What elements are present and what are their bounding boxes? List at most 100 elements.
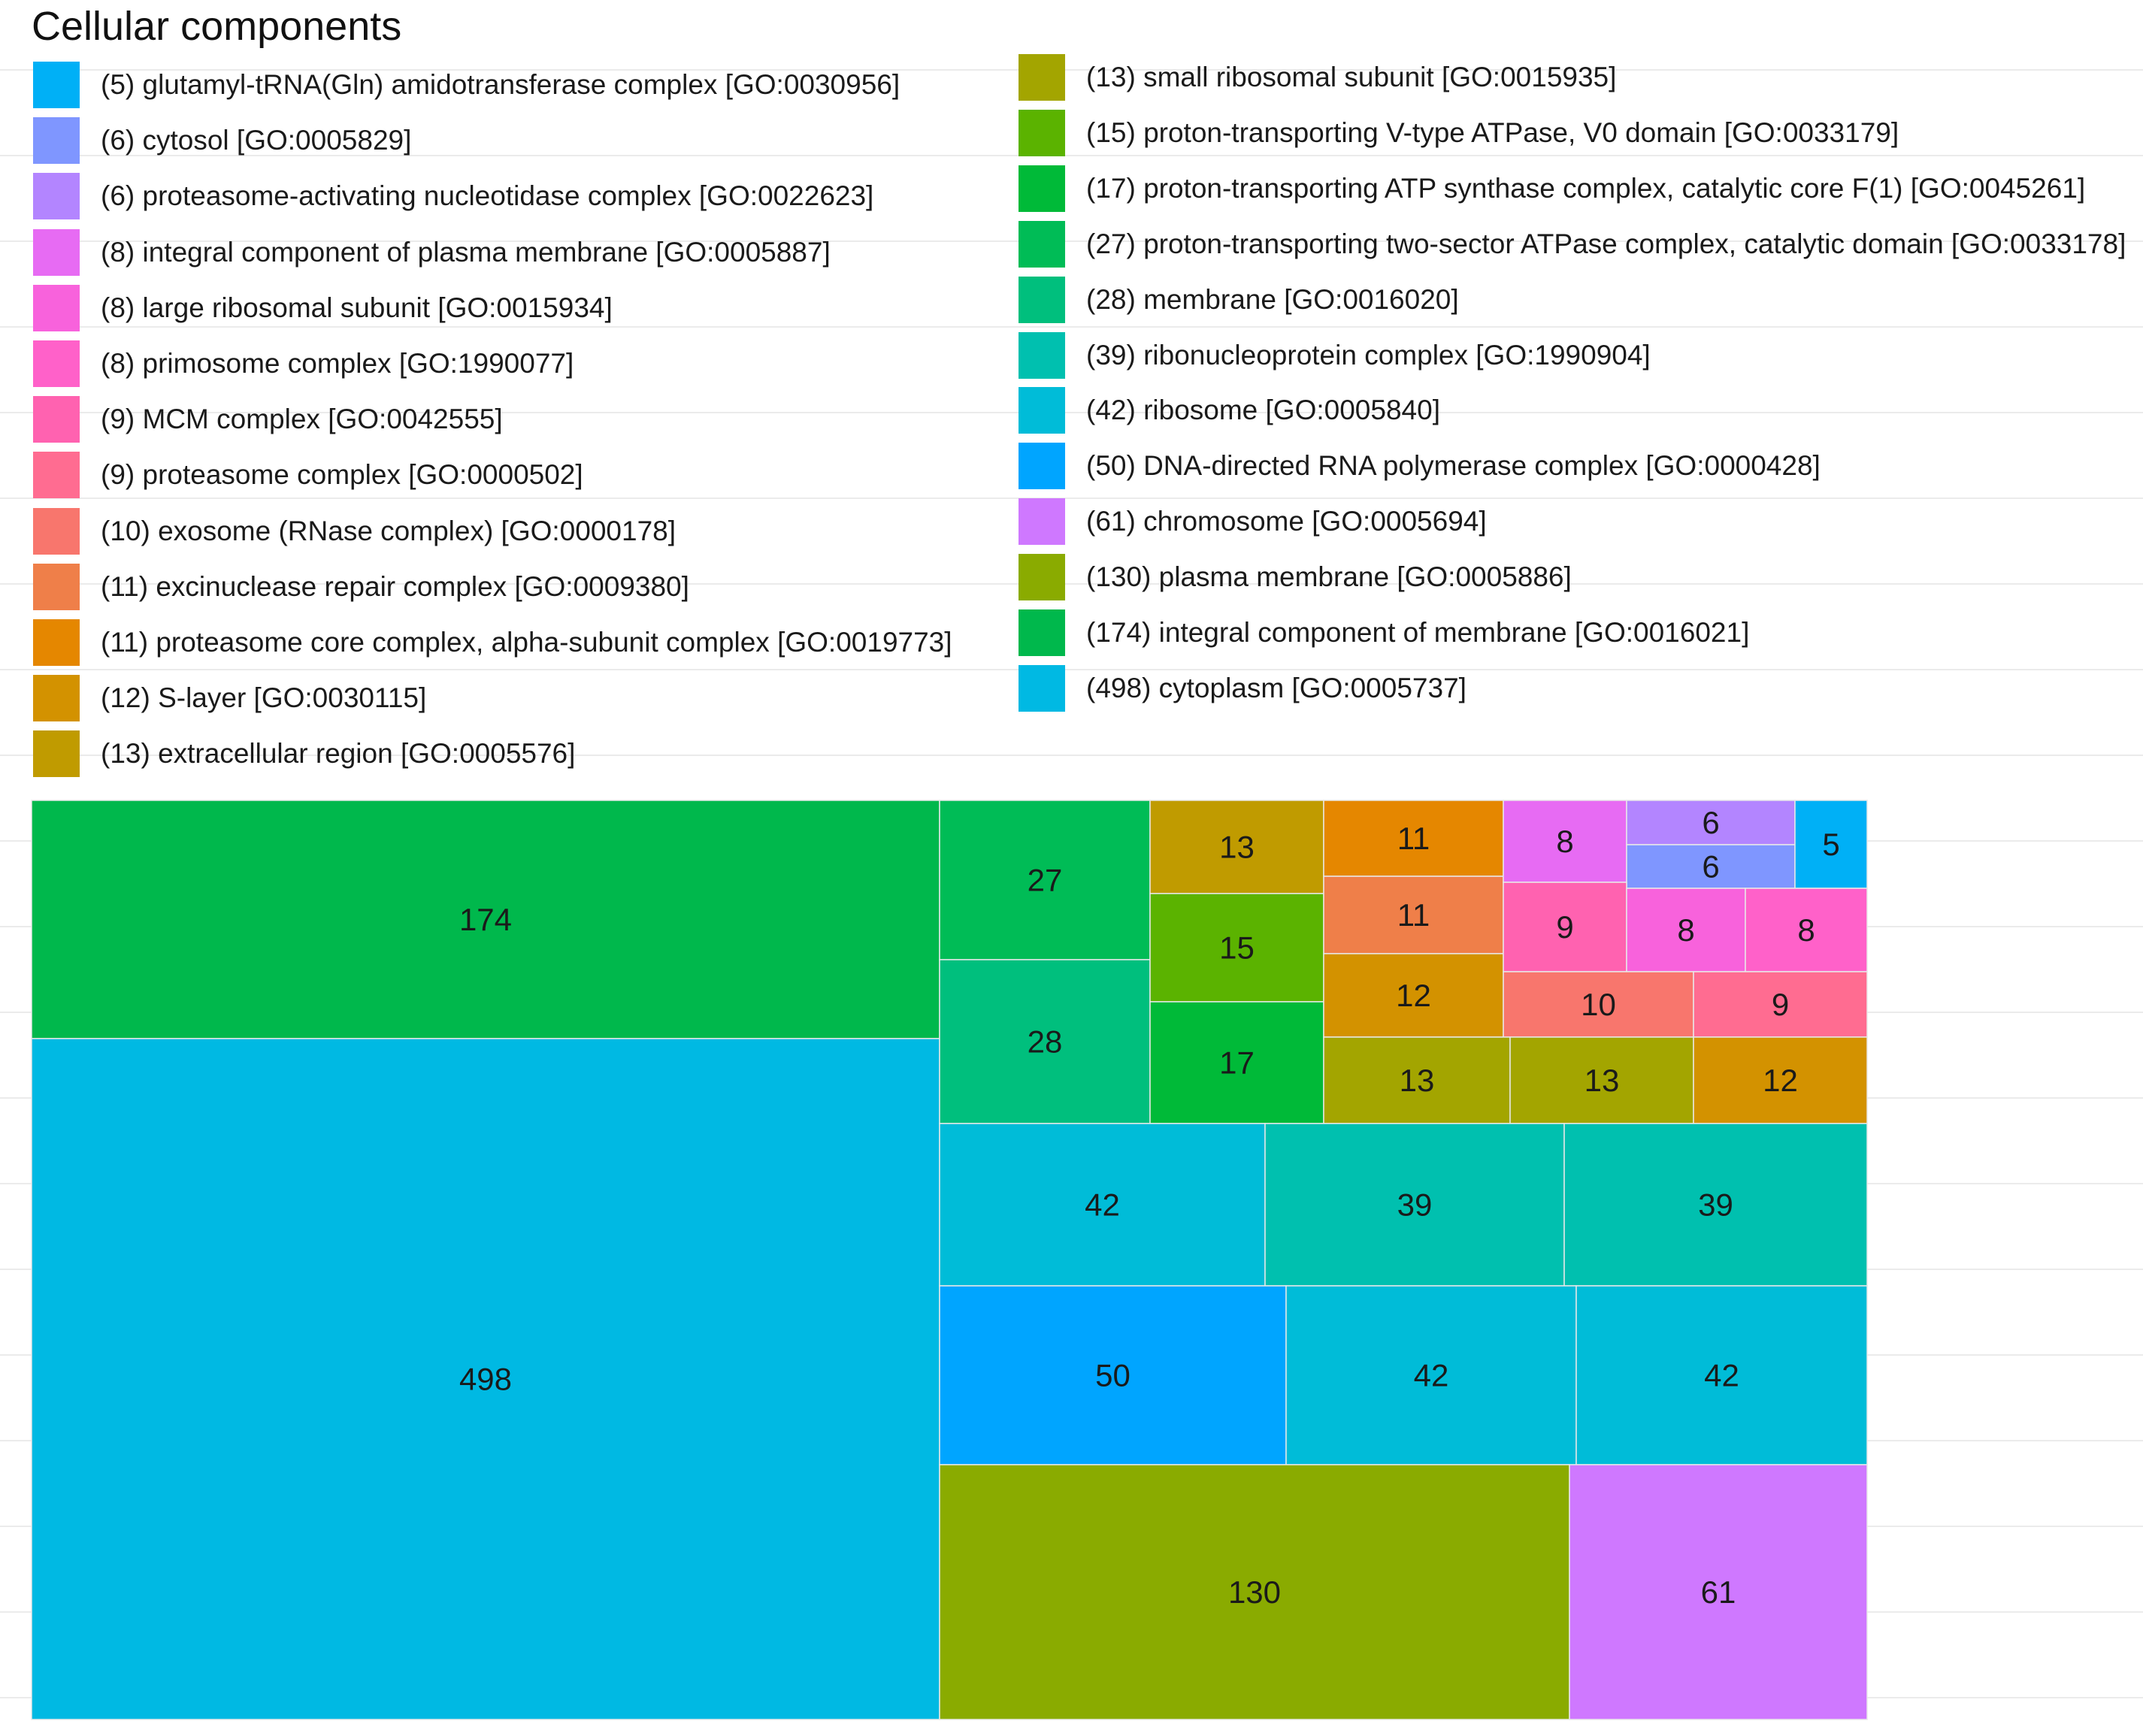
legend-item: (11) excinuclease repair complex [GO:000… (33, 562, 689, 612)
treemap-tile (939, 800, 1151, 960)
treemap-tile-label: 42 (1085, 1187, 1120, 1223)
treemap-tile (939, 1123, 1266, 1287)
legend-label: (8) large ribosomal subunit [GO:0015934] (101, 292, 613, 323)
treemap-tile (1264, 1123, 1565, 1287)
legend-label: (6) cytosol [GO:0005829] (101, 125, 412, 156)
treemap-tile-label: 12 (1763, 1063, 1798, 1098)
legend-item: (27) proton-transporting two-sector ATPa… (1019, 219, 2126, 269)
legend-label: (61) chromosome [GO:0005694] (1086, 506, 1487, 537)
treemap-tile (31, 800, 940, 1039)
treemap-tile-label: 42 (1704, 1358, 1739, 1393)
treemap-tile (1569, 1464, 1868, 1720)
legend-swatch (33, 340, 80, 387)
legend-label: (130) plasma membrane [GO:0005886] (1086, 561, 1572, 593)
treemap-tile (1323, 1036, 1511, 1124)
legend-swatch (33, 675, 80, 722)
legend-label: (27) proton-transporting two-sector ATPa… (1086, 228, 2126, 259)
treemap-tile-label: 9 (1556, 909, 1573, 945)
legend-item: (10) exosome (RNase complex) [GO:0000178… (33, 507, 676, 556)
treemap-tile (939, 959, 1151, 1124)
legend-swatch (33, 507, 80, 555)
treemap-tile (939, 1285, 1287, 1465)
legend-item: (39) ribonucleoprotein complex [GO:19909… (1019, 331, 1651, 380)
treemap-tile-label: 498 (459, 1362, 512, 1397)
treemap-tile-label: 27 (1028, 863, 1063, 898)
treemap-tile-label: 11 (1397, 897, 1430, 933)
legend-item: (6) cytosol [GO:0005829] (33, 116, 411, 165)
legend-label: (11) proteasome core complex, alpha-subu… (101, 627, 952, 658)
legend-item: (8) primosome complex [GO:1990077] (33, 339, 574, 389)
legend-label: (13) small ribosomal subunit [GO:0015935… (1086, 62, 1617, 92)
treemap-tile-label: 8 (1556, 824, 1573, 859)
treemap-tile-label: 5 (1822, 827, 1839, 862)
legend-item: (12) S-layer [GO:0030115] (33, 673, 426, 723)
legend-item: (13) small ribosomal subunit [GO:0015935… (1019, 53, 1616, 102)
treemap-tile (1563, 1123, 1868, 1287)
legend-swatch (33, 117, 80, 165)
treemap-tile (1575, 1285, 1868, 1465)
legend-label: (50) DNA-directed RNA polymerase complex… (1086, 450, 1821, 482)
legend-label: (8) integral component of plasma membran… (101, 236, 831, 268)
treemap-tile-label: 13 (1219, 830, 1255, 865)
treemap-tile (1509, 1036, 1694, 1124)
legend-item: (28) membrane [GO:0016020] (1019, 275, 1459, 325)
treemap-tile (1323, 876, 1504, 954)
treemap-tile-label: 174 (459, 902, 512, 937)
treemap-tile-label: 12 (1396, 978, 1431, 1013)
legend-label: (174) integral component of membrane [GO… (1086, 617, 1750, 648)
legend-item: (61) chromosome [GO:0005694] (1019, 497, 1487, 546)
legend-swatch (1019, 54, 1065, 101)
legend-label: (9) proteasome complex [GO:0000502] (101, 459, 583, 491)
legend-swatch (33, 730, 80, 778)
treemap-tile (1149, 800, 1324, 894)
treemap-tile (1503, 800, 1627, 883)
legend-item: (11) proteasome core complex, alpha-subu… (33, 618, 952, 667)
legend-swatch (1019, 443, 1065, 490)
legend-swatch (1019, 220, 1065, 268)
legend-item: (8) large ribosomal subunit [GO:0015934] (33, 283, 613, 333)
treemap-tile-label: 39 (1698, 1187, 1733, 1223)
legend-swatch (1019, 276, 1065, 323)
legend-swatch (33, 284, 80, 331)
legend-label: (39) ribonucleoprotein complex [GO:19909… (1086, 339, 1651, 370)
treemap-tile (1503, 882, 1627, 972)
treemap-tile-label: 6 (1702, 849, 1719, 885)
treemap-tile (1693, 971, 1868, 1038)
legend-swatch (1019, 387, 1065, 434)
legend-item: (498) cytoplasm [GO:0005737] (1019, 664, 1467, 713)
treemap-tile (1149, 893, 1324, 1003)
legend-swatch (33, 62, 80, 108)
treemap-tile-label: 8 (1797, 912, 1815, 948)
legend-item: (9) proteasome complex [GO:0000502] (33, 450, 583, 500)
treemap-tile-label: 42 (1414, 1358, 1449, 1393)
legend-item: (17) proton-transporting ATP synthase co… (1019, 164, 2085, 213)
legend-label: (10) exosome (RNase complex) [GO:0000178… (101, 515, 676, 546)
legend-label: (13) extracellular region [GO:0005576] (101, 738, 576, 770)
treemap-tile (939, 1464, 1570, 1720)
treemap-tile-label: 13 (1400, 1063, 1435, 1098)
treemap-tile-label: 61 (1701, 1574, 1736, 1610)
chart-title: Cellular components (32, 4, 402, 49)
legend-label: (15) proton-transporting V-type ATPase, … (1086, 116, 1899, 148)
legend-label: (498) cytoplasm [GO:0005737] (1086, 672, 1467, 703)
treemap-tile-label: 130 (1228, 1574, 1281, 1610)
legend-item: (174) integral component of membrane [GO… (1019, 608, 1749, 658)
legend-swatch (33, 396, 80, 443)
treemap-tile (1745, 888, 1868, 972)
treemap-tile-label: 10 (1581, 987, 1616, 1022)
treemap-tile-label: 11 (1397, 821, 1430, 856)
legend-label: (5) glutamyl-tRNA(Gln) amidotransferase … (101, 69, 900, 100)
legend-swatch (33, 228, 80, 276)
treemap-tile (1503, 971, 1694, 1038)
treemap-tile-label: 50 (1095, 1358, 1131, 1393)
legend-swatch (1019, 109, 1065, 156)
treemap-tile (1149, 1001, 1324, 1124)
treemap-tile-label: 13 (1585, 1063, 1620, 1098)
legend-label: (6) proteasome-activating nucleotidase c… (101, 180, 874, 212)
treemap-tile-label: 6 (1702, 805, 1719, 840)
legend-label: (28) membrane [GO:0016020] (1086, 283, 1459, 315)
legend-swatch (1019, 331, 1065, 379)
legend-label: (8) primosome complex [GO:1990077] (101, 348, 574, 379)
legend-swatch (1019, 664, 1065, 712)
treemap-tile-label: 8 (1677, 912, 1694, 948)
